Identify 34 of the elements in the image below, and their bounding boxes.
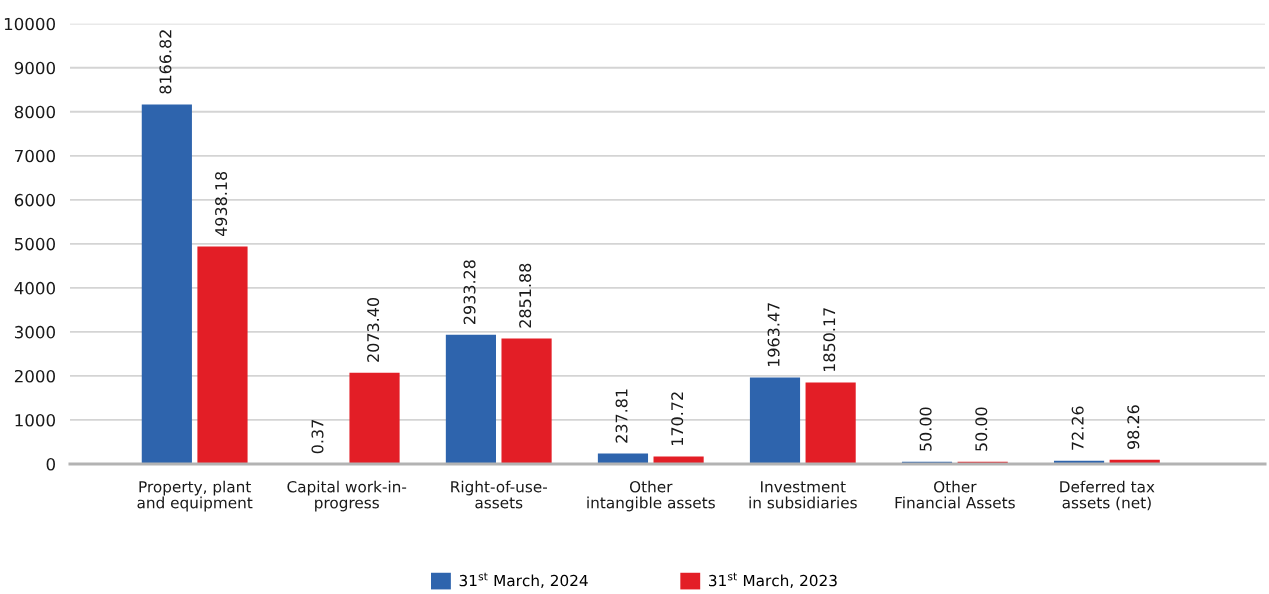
y-tick-label: 0 [46, 457, 55, 471]
x-tick-label: Property, plant and equipment [137, 480, 253, 512]
y-tick-label: 4000 [14, 281, 55, 295]
x-tick-label: Capital work-in- progress [287, 480, 407, 512]
y-tick-label: 3000 [14, 325, 55, 339]
data-label: 98.26 [1127, 405, 1140, 449]
x-tick-label: Other Financial Assets [895, 480, 1015, 509]
data-label: 8166.82 [159, 30, 172, 94]
data-label: 237.81 [615, 389, 628, 443]
y-tick-label: 8000 [14, 105, 55, 119]
legend-label: 31$^{st}$ March, 2024 [459, 572, 588, 588]
data-label: 1850.17 [823, 308, 836, 372]
legend-label: 31$^{st}$ March, 2023 [709, 572, 837, 588]
data-label: 0.37 [311, 420, 324, 454]
data-label: 50.00 [919, 407, 932, 451]
y-tick-label: 10000 [4, 17, 55, 31]
x-tick-label: Investment in subsidiaries [749, 481, 857, 509]
data-label: 2851.88 [519, 263, 532, 328]
x-tick-label: Right-of-use- assets [451, 480, 547, 509]
y-tick-label: 2000 [14, 369, 55, 383]
data-label: 72.26 [1071, 406, 1084, 450]
x-tick-label: Other intangible assets [587, 480, 715, 512]
y-tick-label: 9000 [14, 61, 55, 75]
y-tick-label: 1000 [15, 413, 55, 427]
data-label: 4938.18 [215, 171, 228, 237]
data-label: 1963.47 [767, 303, 780, 367]
data-label: 50.00 [975, 407, 988, 451]
y-tick-label: 5000 [14, 237, 55, 251]
y-tick-label: 6000 [14, 193, 55, 207]
x-tick-label: Deferred tax assets (net) [1060, 480, 1155, 511]
data-label: 170.72 [671, 392, 684, 446]
data-label: 2933.28 [463, 260, 476, 324]
data-label: 2073.40 [367, 298, 380, 362]
y-tick-label: 7000 [15, 149, 55, 163]
